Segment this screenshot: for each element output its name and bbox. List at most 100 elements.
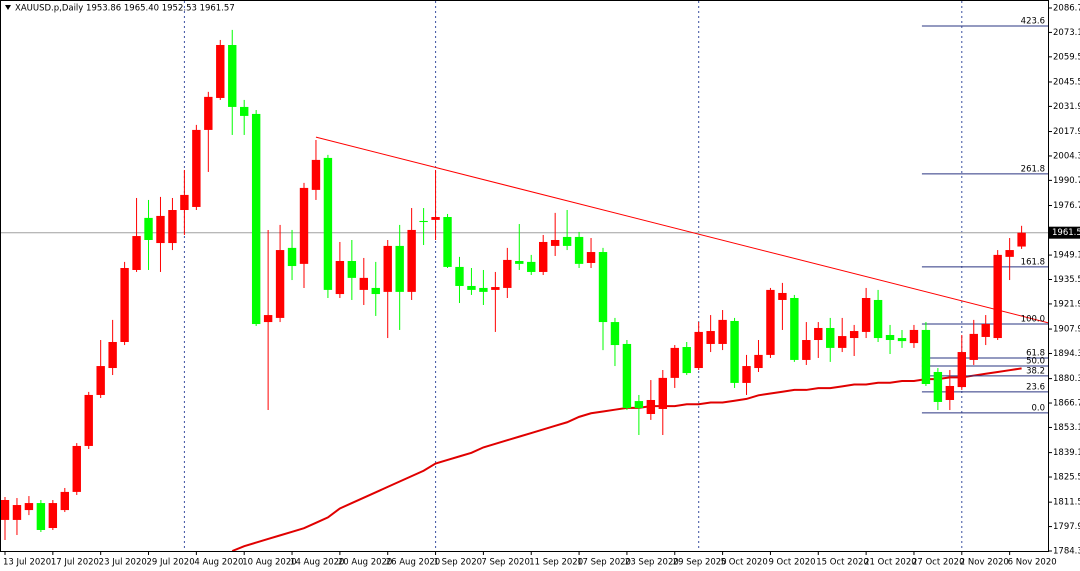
x-tick-label: 29 Jul 2020 [147,558,195,568]
candle-body [12,505,22,520]
x-tick-label: 29 Sep 2020 [673,558,727,568]
x-tick-label: 15 Oct 2020 [816,558,869,568]
candle-body [945,385,955,400]
candle-body [251,113,261,325]
x-tick-label: 4 Aug 2020 [194,558,243,568]
candle-body [778,292,787,300]
y-tick-label: 1853.10 [1053,423,1080,433]
candle-body [838,336,847,348]
y-tick-label: 1894.30 [1053,349,1080,359]
candle-body [646,399,656,414]
candle-body [347,261,357,278]
x-tick-label: 14 Aug 2020 [290,558,344,568]
candle-body [742,366,751,383]
candle-body [550,239,560,246]
candle-body [981,324,990,337]
candle-body [36,503,46,530]
y-tick-label: 1839.10 [1053,448,1080,458]
candle-body [634,401,644,409]
y-tick-label: 2073.10 [1053,28,1080,38]
x-tick-label: 20 Aug 2020 [338,558,392,568]
x-tick-label: 6 Nov 2020 [1008,558,1057,568]
fib-level-label: 0.0 [1031,403,1045,413]
candle-body [873,299,883,339]
candle-body [144,217,153,240]
candle-body [359,277,368,290]
x-tick-label: 17 Sep 2020 [577,558,631,568]
candle-body [574,236,584,264]
candle-body [909,329,919,344]
fib-level-label: 61.8 [1026,348,1045,358]
candle-body [335,261,345,295]
x-tick-label: 23 Sep 2020 [625,558,679,568]
candle-body [431,217,440,220]
y-tick-label: 1797.90 [1053,522,1080,532]
last-price-label: 1961.57 [1052,228,1080,238]
candle-body [706,331,715,344]
candle-body [670,347,679,378]
candle-body [395,245,404,292]
candle-body [562,236,572,246]
candle-body [132,236,141,270]
y-tick-label: 1935.50 [1053,275,1080,285]
x-tick-label: 11 Sep 2020 [529,558,583,568]
candle-body [658,377,667,409]
x-tick-label: 23 Jul 2020 [99,558,147,568]
x-tick-label: 13 Jul 2020 [3,558,51,568]
candle-body [622,343,632,409]
candle-body [814,327,823,341]
candle-body [180,194,189,211]
candle-body [802,340,811,360]
candle-body [586,252,596,263]
candle-body [610,322,620,346]
chart-title: XAUUSD.p,Daily 1953.86 1965.40 1952.53 1… [15,4,235,14]
candle-body [407,229,416,292]
y-tick-label: 1949.10 [1053,251,1080,261]
candle-body [108,341,117,369]
candle-body [192,129,201,207]
candle-body [921,329,931,385]
candle-body [323,157,333,290]
menu-triangle[interactable] [5,5,11,10]
candle-body [84,394,93,446]
plot-area [1,1,1048,551]
candle-body [240,106,249,116]
x-tick-label: 9 Oct 2020 [768,558,815,568]
candle-body [24,503,34,511]
y-tick-label: 1866.70 [1053,399,1080,409]
y-tick-label: 1990.70 [1053,176,1080,186]
candle-body [120,268,129,342]
candle-body [730,320,739,383]
candle-body [72,445,81,492]
y-tick-label: 1880.30 [1053,374,1080,384]
fib-level-label: 38.2 [1026,366,1045,376]
candle-body [479,287,488,292]
candle-body [694,331,703,369]
fib-level-label: 23.6 [1026,382,1045,392]
candle-body [503,259,512,288]
candle-body [897,338,907,342]
candle-body [311,159,321,190]
x-tick-label: 26 Aug 2020 [386,558,440,568]
y-tick-label: 1921.90 [1053,299,1080,309]
candle-body [1,500,10,520]
candle-body [455,266,464,286]
candle-body [539,241,548,272]
candle-body [216,44,225,98]
candle-body [766,289,775,355]
fib-level-label: 161.8 [1021,257,1045,267]
candle-body [515,261,524,264]
x-tick-label: 2 Nov 2020 [960,558,1009,568]
candle-body [1017,232,1026,247]
last-price-tag [1049,226,1080,239]
y-tick-label: 1811.50 [1053,498,1080,508]
y-tick-label: 1784.30 [1053,547,1080,557]
candle-body [419,220,428,223]
candle-body [275,250,285,318]
x-tick-label: 27 Oct 2020 [912,558,965,568]
candle-body [263,315,273,323]
candle-body [861,297,871,332]
candle-body [443,217,452,267]
